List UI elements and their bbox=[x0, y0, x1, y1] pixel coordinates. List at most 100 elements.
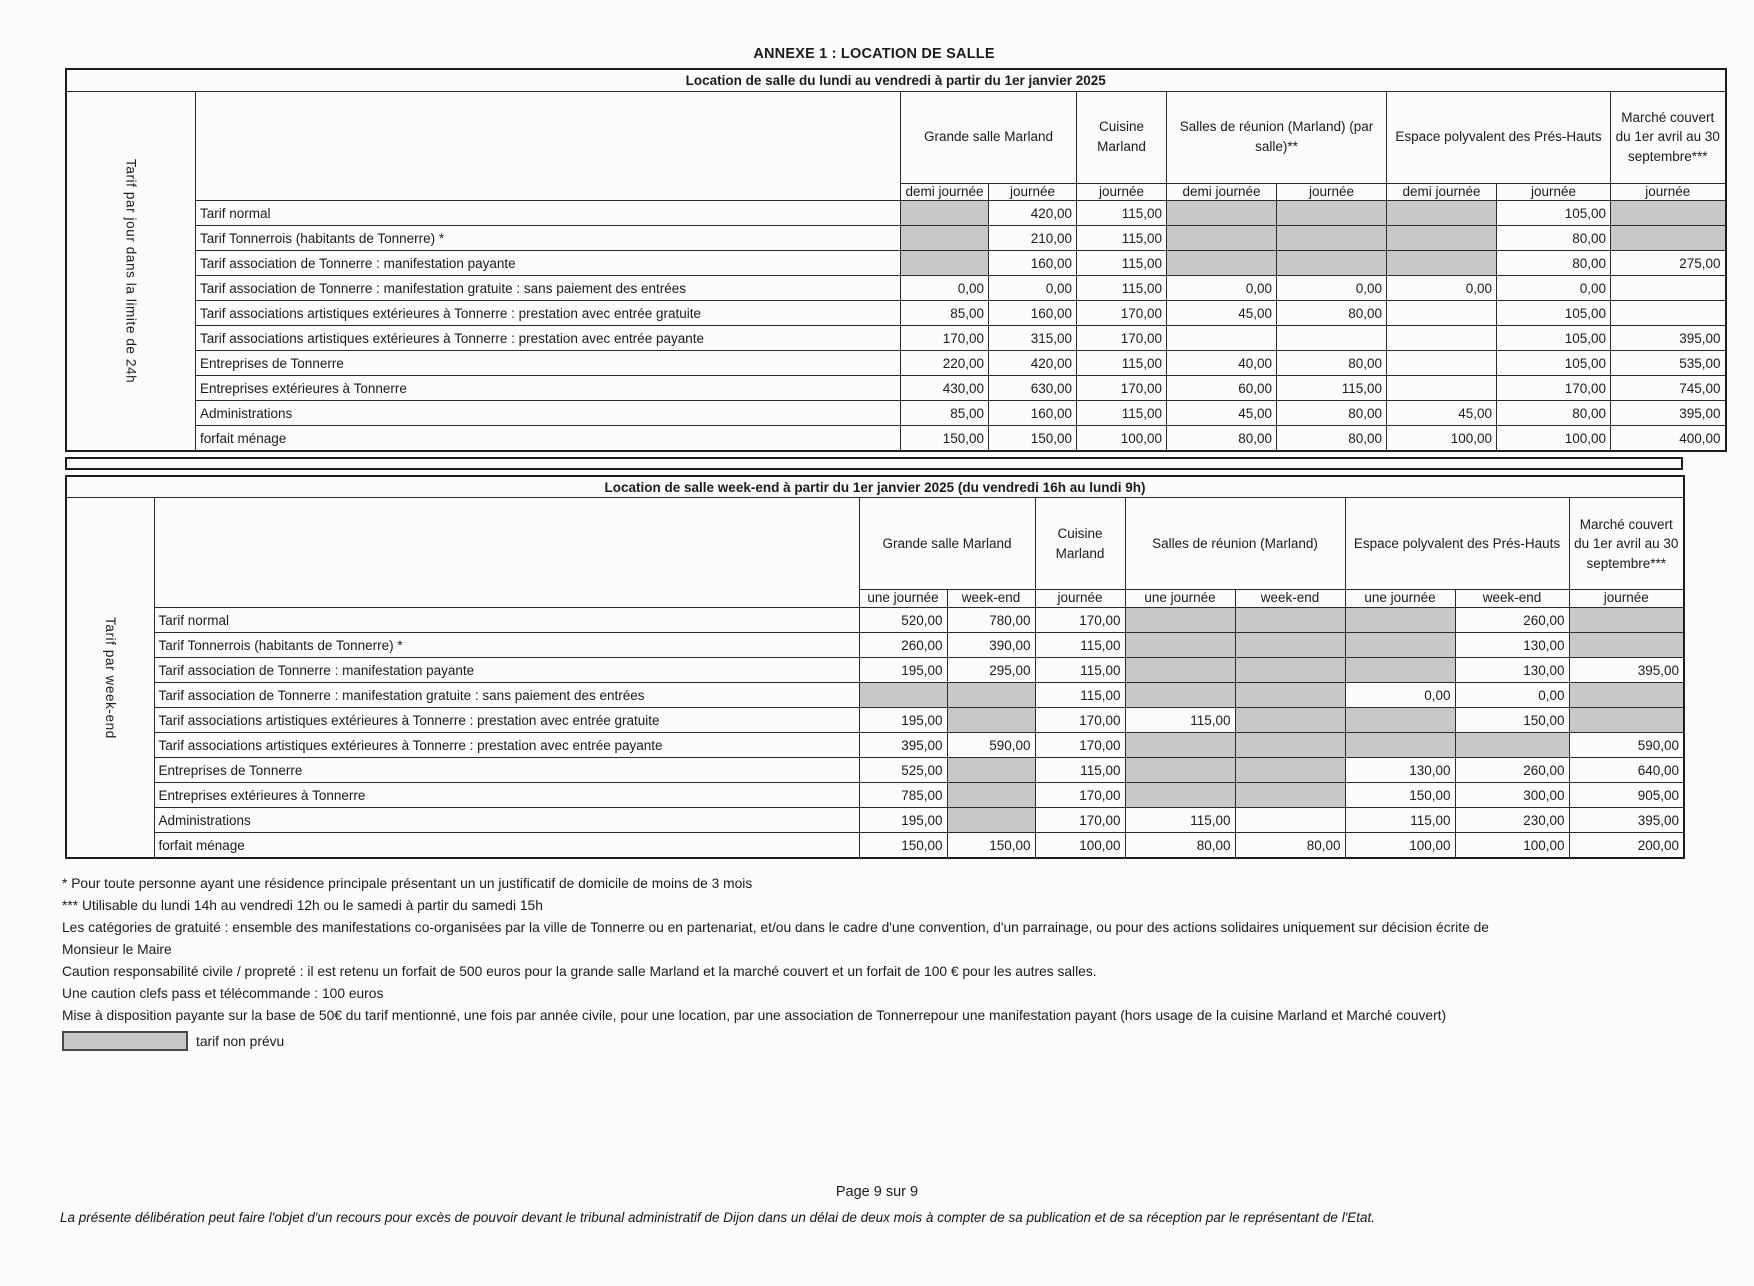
corner-cell bbox=[195, 90, 901, 202]
cell-not-available bbox=[1344, 732, 1456, 759]
corner-cell bbox=[153, 497, 860, 609]
cell-not-available bbox=[1568, 607, 1685, 634]
cell-not-available bbox=[1124, 757, 1236, 784]
cell-not-available bbox=[1568, 707, 1685, 734]
cell-not-available bbox=[1234, 757, 1346, 784]
cell-not-available bbox=[1124, 732, 1236, 759]
tariff-value-cell: 130,00 bbox=[1344, 757, 1456, 784]
row-label: Entreprises extérieures à Tonnerre bbox=[153, 782, 860, 809]
tariff-value-cell: 300,00 bbox=[1454, 782, 1570, 809]
row-label: Tarif normal bbox=[153, 607, 860, 634]
tariff-value-cell: 115,00 bbox=[1076, 200, 1167, 227]
tariff-value-cell: 395,00 bbox=[1568, 807, 1685, 834]
tariff-value-cell: 100,00 bbox=[1344, 832, 1456, 859]
column-group-header: Salles de réunion (Marland) (par salle)*… bbox=[1166, 90, 1387, 184]
tariff-value-cell: 195,00 bbox=[858, 657, 948, 684]
tariff-value-cell: 150,00 bbox=[900, 425, 989, 452]
tariff-value-cell: 0,00 bbox=[1496, 275, 1611, 302]
cell-not-available bbox=[1344, 607, 1456, 634]
page-title: ANNEXE 1 : LOCATION DE SALLE bbox=[753, 46, 995, 62]
tariff-value-cell: 430,00 bbox=[900, 375, 989, 402]
cell-not-available bbox=[1124, 782, 1236, 809]
cell-not-available bbox=[1234, 732, 1346, 759]
tariff-value-cell: 115,00 bbox=[1076, 275, 1167, 302]
tariff-value-cell: 100,00 bbox=[1076, 425, 1167, 452]
tariff-value-cell: 45,00 bbox=[1386, 400, 1497, 427]
tariff-value-cell: 295,00 bbox=[946, 657, 1036, 684]
column-sub-header: journée bbox=[988, 182, 1077, 202]
tariff-value-cell: 525,00 bbox=[858, 757, 948, 784]
cell-not-available bbox=[1166, 250, 1277, 277]
table-row: Tarif associations artistiques extérieur… bbox=[66, 732, 1685, 759]
tariff-value-cell: 115,00 bbox=[1076, 350, 1167, 377]
tariff-value-cell: 275,00 bbox=[1610, 250, 1726, 277]
tariff-value-cell: 115,00 bbox=[1034, 757, 1126, 784]
row-label: Tarif association de Tonnerre : manifest… bbox=[195, 275, 901, 302]
tables-container: Location de salle du lundi au vendredi à… bbox=[0, 68, 1754, 859]
tariff-value-cell: 170,00 bbox=[1034, 732, 1126, 759]
table-row: Tarif normal 420,00 115,00 105,00 bbox=[66, 200, 1726, 227]
column-group-header: Cuisine Marland bbox=[1076, 90, 1167, 184]
column-sub-header: journée bbox=[1034, 589, 1126, 609]
tariff-value-cell bbox=[1610, 275, 1726, 302]
tariff-value-cell: 170,00 bbox=[1076, 375, 1167, 402]
tariff-value-cell: 630,00 bbox=[988, 375, 1077, 402]
tariff-value-cell: 230,00 bbox=[1454, 807, 1570, 834]
cell-not-available bbox=[1344, 707, 1456, 734]
tariff-value-cell: 785,00 bbox=[858, 782, 948, 809]
tariff-value-cell: 170,00 bbox=[1034, 607, 1126, 634]
cell-not-available bbox=[1234, 632, 1346, 659]
tariff-value-cell: 150,00 bbox=[946, 832, 1036, 859]
row-label: Entreprises extérieures à Tonnerre bbox=[195, 375, 901, 402]
tariff-value-cell: 80,00 bbox=[1276, 350, 1387, 377]
tariff-value-cell: 115,00 bbox=[1344, 807, 1456, 834]
tariff-value-cell: 115,00 bbox=[1034, 657, 1126, 684]
column-group-header: Espace polyvalent des Prés-Hauts bbox=[1344, 497, 1570, 591]
row-label: Tarif association de Tonnerre : manifest… bbox=[153, 682, 860, 709]
tariff-value-cell: 160,00 bbox=[988, 300, 1077, 327]
cell-not-available bbox=[1166, 225, 1277, 252]
tariff-value-cell: 115,00 bbox=[1276, 375, 1387, 402]
tariff-value-cell: 170,00 bbox=[1076, 325, 1167, 352]
table-row: Tarif association de Tonnerre : manifest… bbox=[66, 682, 1685, 709]
tariff-value-cell: 220,00 bbox=[900, 350, 989, 377]
cell-not-available bbox=[900, 200, 989, 227]
tariff-value-cell: 0,00 bbox=[988, 275, 1077, 302]
cell-not-available bbox=[1234, 607, 1346, 634]
tariff-value-cell: 80,00 bbox=[1496, 250, 1611, 277]
footnote-line: Mise à disposition payante sur la base d… bbox=[62, 1008, 1447, 1024]
cell-not-available bbox=[1568, 682, 1685, 709]
table-row: forfait ménage 150,00 150,00 100,00 80,00 80,… bbox=[66, 832, 1685, 859]
column-sub-header: demi journée bbox=[900, 182, 989, 202]
row-label: Tarif associations artistiques extérieur… bbox=[195, 325, 901, 352]
tariff-value-cell: 390,00 bbox=[946, 632, 1036, 659]
tariff-value-cell: 745,00 bbox=[1610, 375, 1726, 402]
tariff-value-cell: 260,00 bbox=[1454, 757, 1570, 784]
page-number: Page 9 sur 9 bbox=[835, 1184, 919, 1200]
tariff-value-cell: 0,00 bbox=[1454, 682, 1570, 709]
table-row: Administrations 85,00 160,00 115,00 45,00 80,… bbox=[66, 400, 1726, 427]
row-label: forfait ménage bbox=[195, 425, 901, 452]
tariff-value-cell: 170,00 bbox=[1034, 807, 1126, 834]
row-label: forfait ménage bbox=[153, 832, 860, 859]
tariff-value-cell: 420,00 bbox=[988, 350, 1077, 377]
cell-not-available bbox=[1234, 707, 1346, 734]
tariff-value-cell: 0,00 bbox=[1344, 682, 1456, 709]
cell-not-available bbox=[1276, 200, 1387, 227]
cell-not-available bbox=[946, 807, 1036, 834]
table-row: Tarif associations artistiques extérieur… bbox=[66, 300, 1726, 327]
column-group-header: Marché couvert du 1er avril au 30 septem… bbox=[1568, 497, 1685, 591]
tariff-value-cell: 170,00 bbox=[1076, 300, 1167, 327]
tariff-value-cell: 640,00 bbox=[1568, 757, 1685, 784]
cell-not-available bbox=[1234, 657, 1346, 684]
na-cell-swatch bbox=[62, 1031, 188, 1052]
tariff-value-cell: 80,00 bbox=[1276, 400, 1387, 427]
row-label: Administrations bbox=[153, 807, 860, 834]
column-sub-header: journée bbox=[1568, 589, 1685, 609]
tariff-value-cell: 80,00 bbox=[1124, 832, 1236, 859]
tariff-value-cell: 100,00 bbox=[1386, 425, 1497, 452]
side-label: Tarif par week-end bbox=[65, 497, 155, 859]
cell-not-available bbox=[1386, 250, 1497, 277]
cell-not-available bbox=[900, 225, 989, 252]
tariff-value-cell: 170,00 bbox=[1496, 375, 1611, 402]
